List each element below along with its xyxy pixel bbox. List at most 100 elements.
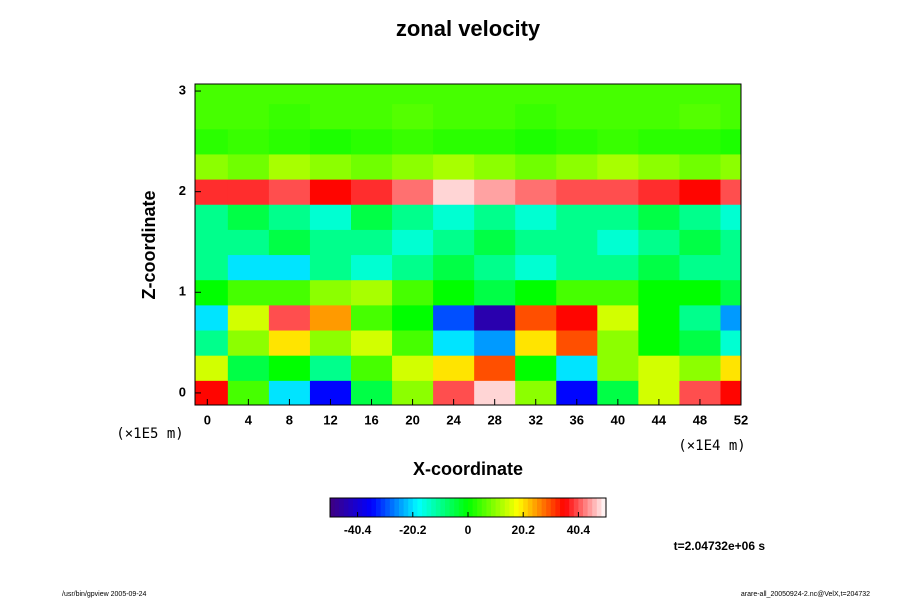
field-cell (351, 254, 393, 281)
field-cell (515, 279, 557, 306)
y-tick-label: 0 (179, 384, 186, 399)
field-cell (392, 254, 434, 281)
colorbar-swatch (592, 498, 598, 517)
field-cell (679, 229, 721, 256)
colorbar-swatch (514, 498, 520, 517)
colorbar-swatch (573, 498, 579, 517)
field-cell (679, 254, 721, 281)
colorbar-swatch (426, 498, 432, 517)
field-cell (227, 204, 270, 230)
field-cell (638, 330, 680, 356)
colorbar-swatch (504, 498, 510, 517)
colorbar-swatch (491, 498, 497, 517)
field-cell (720, 84, 741, 105)
field-cell (515, 204, 557, 230)
field-cell (268, 103, 311, 130)
field-cell (474, 355, 516, 381)
field-cell (392, 103, 434, 130)
colorbar-swatch (541, 498, 547, 517)
field-cell (597, 330, 639, 356)
field-cell (515, 229, 557, 256)
colorbar-swatch (596, 498, 602, 517)
field-cell (720, 380, 741, 405)
colorbar-swatch (334, 498, 340, 517)
field-cell (556, 229, 598, 256)
x-tick-label: 52 (734, 412, 748, 427)
field-cell (227, 279, 270, 306)
colorbar-swatch (578, 498, 584, 517)
field-cell (433, 84, 475, 105)
field-cell (515, 330, 557, 356)
field-cell (556, 84, 598, 105)
field-cell (351, 229, 393, 256)
field-cell (309, 204, 352, 230)
field-cell (597, 355, 639, 381)
field-cell (679, 204, 721, 230)
colorbar-swatch (389, 498, 395, 517)
field-cell (433, 128, 475, 155)
colorbar-tick-label: 40.4 (567, 523, 591, 537)
field-cell (638, 254, 680, 281)
x-tick-label: 48 (693, 412, 707, 427)
field-cell (227, 229, 270, 256)
field-cell (227, 254, 270, 281)
field-cell (597, 103, 639, 130)
field-cell (392, 355, 434, 381)
colorbar-swatch (463, 498, 469, 517)
colorbar-swatch (477, 498, 483, 517)
field-cell (515, 179, 557, 205)
field-cell (351, 304, 393, 331)
colorbar-swatch (481, 498, 487, 517)
field-cell (433, 279, 475, 306)
colorbar-swatch (569, 498, 575, 517)
field-cell (433, 229, 475, 256)
field-cell (227, 304, 270, 331)
x-tick-label: 40 (611, 412, 625, 427)
field-cell (268, 254, 311, 281)
field-cell (195, 330, 229, 356)
colorbar-swatch (486, 498, 492, 517)
colorbar-swatch (546, 498, 552, 517)
field-cell (556, 330, 598, 356)
x-tick-label: 0 (204, 412, 211, 427)
colorbar-swatch (343, 498, 349, 517)
colorbar-swatch (403, 498, 409, 517)
chart-title: zonal velocity (396, 16, 541, 41)
field-cell (309, 179, 352, 205)
x-tick-label: 8 (286, 412, 293, 427)
colorbar-swatch (412, 498, 418, 517)
field-cell (515, 153, 557, 180)
field-cell (474, 330, 516, 356)
y-unit: (×1E5 m) (116, 426, 183, 442)
field-cell (351, 153, 393, 180)
x-tick-label: 24 (446, 412, 461, 427)
field-cell (720, 179, 741, 205)
field-cell (392, 204, 434, 230)
field-cell (638, 304, 680, 331)
field-cell (720, 355, 741, 381)
field-cell (556, 153, 598, 180)
field-cell (227, 330, 270, 356)
field-cell (474, 153, 516, 180)
field-cell (597, 279, 639, 306)
field-cell (638, 128, 680, 155)
field-cell (195, 179, 229, 205)
field-cell (227, 84, 270, 105)
field-cell (433, 153, 475, 180)
field-cell (351, 355, 393, 381)
colorbar-swatch (560, 498, 566, 517)
field-cell (268, 179, 311, 205)
field-cell (195, 279, 229, 306)
y-tick-label: 2 (179, 183, 186, 198)
field-cell (433, 103, 475, 130)
field-cell (433, 355, 475, 381)
field-cell (679, 279, 721, 306)
field-cell (474, 279, 516, 306)
footer-left: /usr/bin/gpview 2005-09-24 (62, 591, 147, 598)
field-cell (309, 279, 352, 306)
field-cell (268, 304, 311, 331)
colorbar-swatch (537, 498, 543, 517)
field-cell (474, 204, 516, 230)
colorbar-swatch (353, 498, 359, 517)
field-cell (556, 279, 598, 306)
